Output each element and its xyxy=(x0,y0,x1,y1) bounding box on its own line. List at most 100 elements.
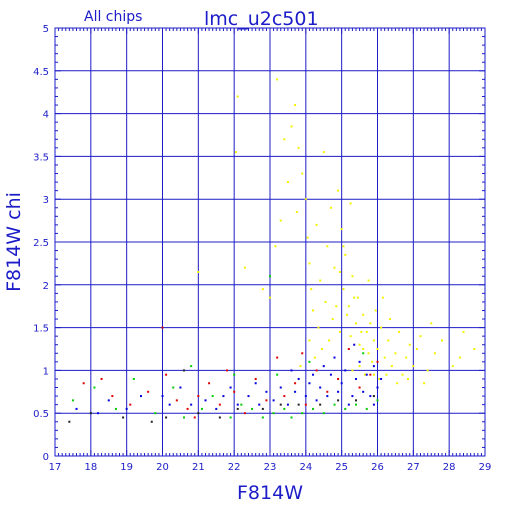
data-point-yellow xyxy=(297,146,300,149)
data-point-green xyxy=(229,416,232,419)
data-point-yellow xyxy=(369,322,372,325)
data-point-yellow xyxy=(337,189,340,192)
data-point-yellow xyxy=(340,228,343,231)
data-point-yellow xyxy=(360,330,363,333)
data-point-black xyxy=(279,403,282,406)
data-point-black xyxy=(261,407,264,410)
data-point-yellow xyxy=(398,330,400,333)
x-tick-labels: 17 18 19 20 21 22 23 24 25 26 27 28 29 xyxy=(49,462,492,473)
data-point-blue xyxy=(353,343,356,346)
data-point-blue xyxy=(362,390,365,393)
data-point-blue xyxy=(376,386,379,389)
data-point-yellow xyxy=(372,373,375,376)
data-point-blue xyxy=(340,382,343,385)
data-point-yellow xyxy=(365,330,368,333)
data-point-red xyxy=(129,403,132,406)
data-point-green xyxy=(333,403,336,406)
data-point-yellow xyxy=(363,373,366,376)
data-point-green xyxy=(272,412,275,415)
data-point-yellow xyxy=(473,348,476,350)
data-point-green xyxy=(233,373,236,376)
data-point-red xyxy=(347,348,350,350)
data-point-green xyxy=(172,386,175,389)
data-point-yellow xyxy=(342,288,345,291)
x-tick-label: 21 xyxy=(192,462,205,473)
data-point-yellow xyxy=(371,360,374,363)
data-point-yellow xyxy=(283,138,286,141)
y-tick-label: 5 xyxy=(43,24,49,35)
data-point-blue xyxy=(97,412,99,415)
data-point-yellow xyxy=(197,270,200,273)
data-point-blue xyxy=(329,373,332,376)
data-point-green xyxy=(114,407,117,410)
data-point-yellow xyxy=(322,151,325,154)
data-point-blue xyxy=(272,399,275,402)
data-point-yellow xyxy=(401,373,404,376)
data-point-yellow xyxy=(319,279,322,282)
data-point-blue xyxy=(75,407,78,410)
data-point-red xyxy=(161,326,164,329)
data-point-green xyxy=(240,403,243,406)
data-point-yellow xyxy=(396,382,399,385)
data-point-yellow xyxy=(328,339,331,342)
data-point-yellow xyxy=(356,296,359,299)
data-point-green xyxy=(308,360,311,363)
y-tick-label: 3.5 xyxy=(33,152,49,163)
data-point-green xyxy=(154,412,157,415)
data-point-blue xyxy=(322,365,325,368)
data-point-green xyxy=(200,407,203,410)
chart-title: lmc_u2c501 xyxy=(204,8,319,30)
data-point-red xyxy=(294,382,297,385)
data-point-blue xyxy=(236,403,239,406)
data-point-red xyxy=(369,373,372,376)
data-point-black xyxy=(319,403,322,406)
y-tick-labels: 0 0.5 1 1.5 2 2.5 3 3.5 4 4.5 5 xyxy=(33,24,49,463)
grid xyxy=(55,28,485,456)
data-point-yellow xyxy=(310,288,313,291)
data-point-green xyxy=(362,352,365,355)
data-point-yellow xyxy=(351,275,354,278)
data-point-blue xyxy=(372,365,375,368)
data-point-yellow xyxy=(358,365,361,368)
data-point-red xyxy=(337,377,340,380)
data-point-yellow xyxy=(423,382,426,385)
x-tick-label: 20 xyxy=(156,462,169,473)
data-point-yellow xyxy=(236,95,239,98)
data-point-yellow xyxy=(308,339,311,342)
data-point-yellow xyxy=(433,352,436,355)
data-point-yellow xyxy=(415,348,418,350)
y-tick-label: 1.5 xyxy=(33,324,49,335)
data-point-yellow xyxy=(389,318,392,321)
data-point-black xyxy=(165,416,168,419)
data-point-yellow xyxy=(376,348,379,350)
data-point-yellow xyxy=(320,348,323,350)
data-point-yellow xyxy=(362,313,365,316)
data-point-green xyxy=(251,407,254,410)
data-point-green xyxy=(183,416,185,419)
data-point-yellow xyxy=(294,104,297,107)
data-point-blue xyxy=(319,386,322,389)
data-point-yellow xyxy=(383,356,386,359)
data-point-red xyxy=(243,412,246,415)
data-point-blue xyxy=(140,395,142,398)
x-tick-label: 25 xyxy=(335,462,348,473)
data-point-red xyxy=(175,399,178,402)
data-point-red xyxy=(197,395,200,398)
data-point-yellow xyxy=(274,245,277,248)
x-tick-label: 17 xyxy=(49,462,62,473)
data-point-green xyxy=(132,377,135,380)
y-tick-label: 2.5 xyxy=(33,238,49,249)
data-point-green xyxy=(301,412,304,415)
data-point-red xyxy=(165,373,168,376)
y-tick-label: 4.5 xyxy=(33,67,49,78)
data-point-green xyxy=(376,399,379,402)
data-point-yellow xyxy=(353,296,356,299)
data-point-black xyxy=(122,416,125,419)
y-tick-label: 4 xyxy=(43,110,49,121)
data-point-yellow xyxy=(349,335,352,338)
chart-subtitle: All chips xyxy=(84,9,142,25)
data-point-yellow xyxy=(338,330,341,333)
data-point-yellow xyxy=(426,369,429,372)
y-axis-label: F814W chi xyxy=(3,192,25,292)
data-point-red xyxy=(326,390,329,393)
